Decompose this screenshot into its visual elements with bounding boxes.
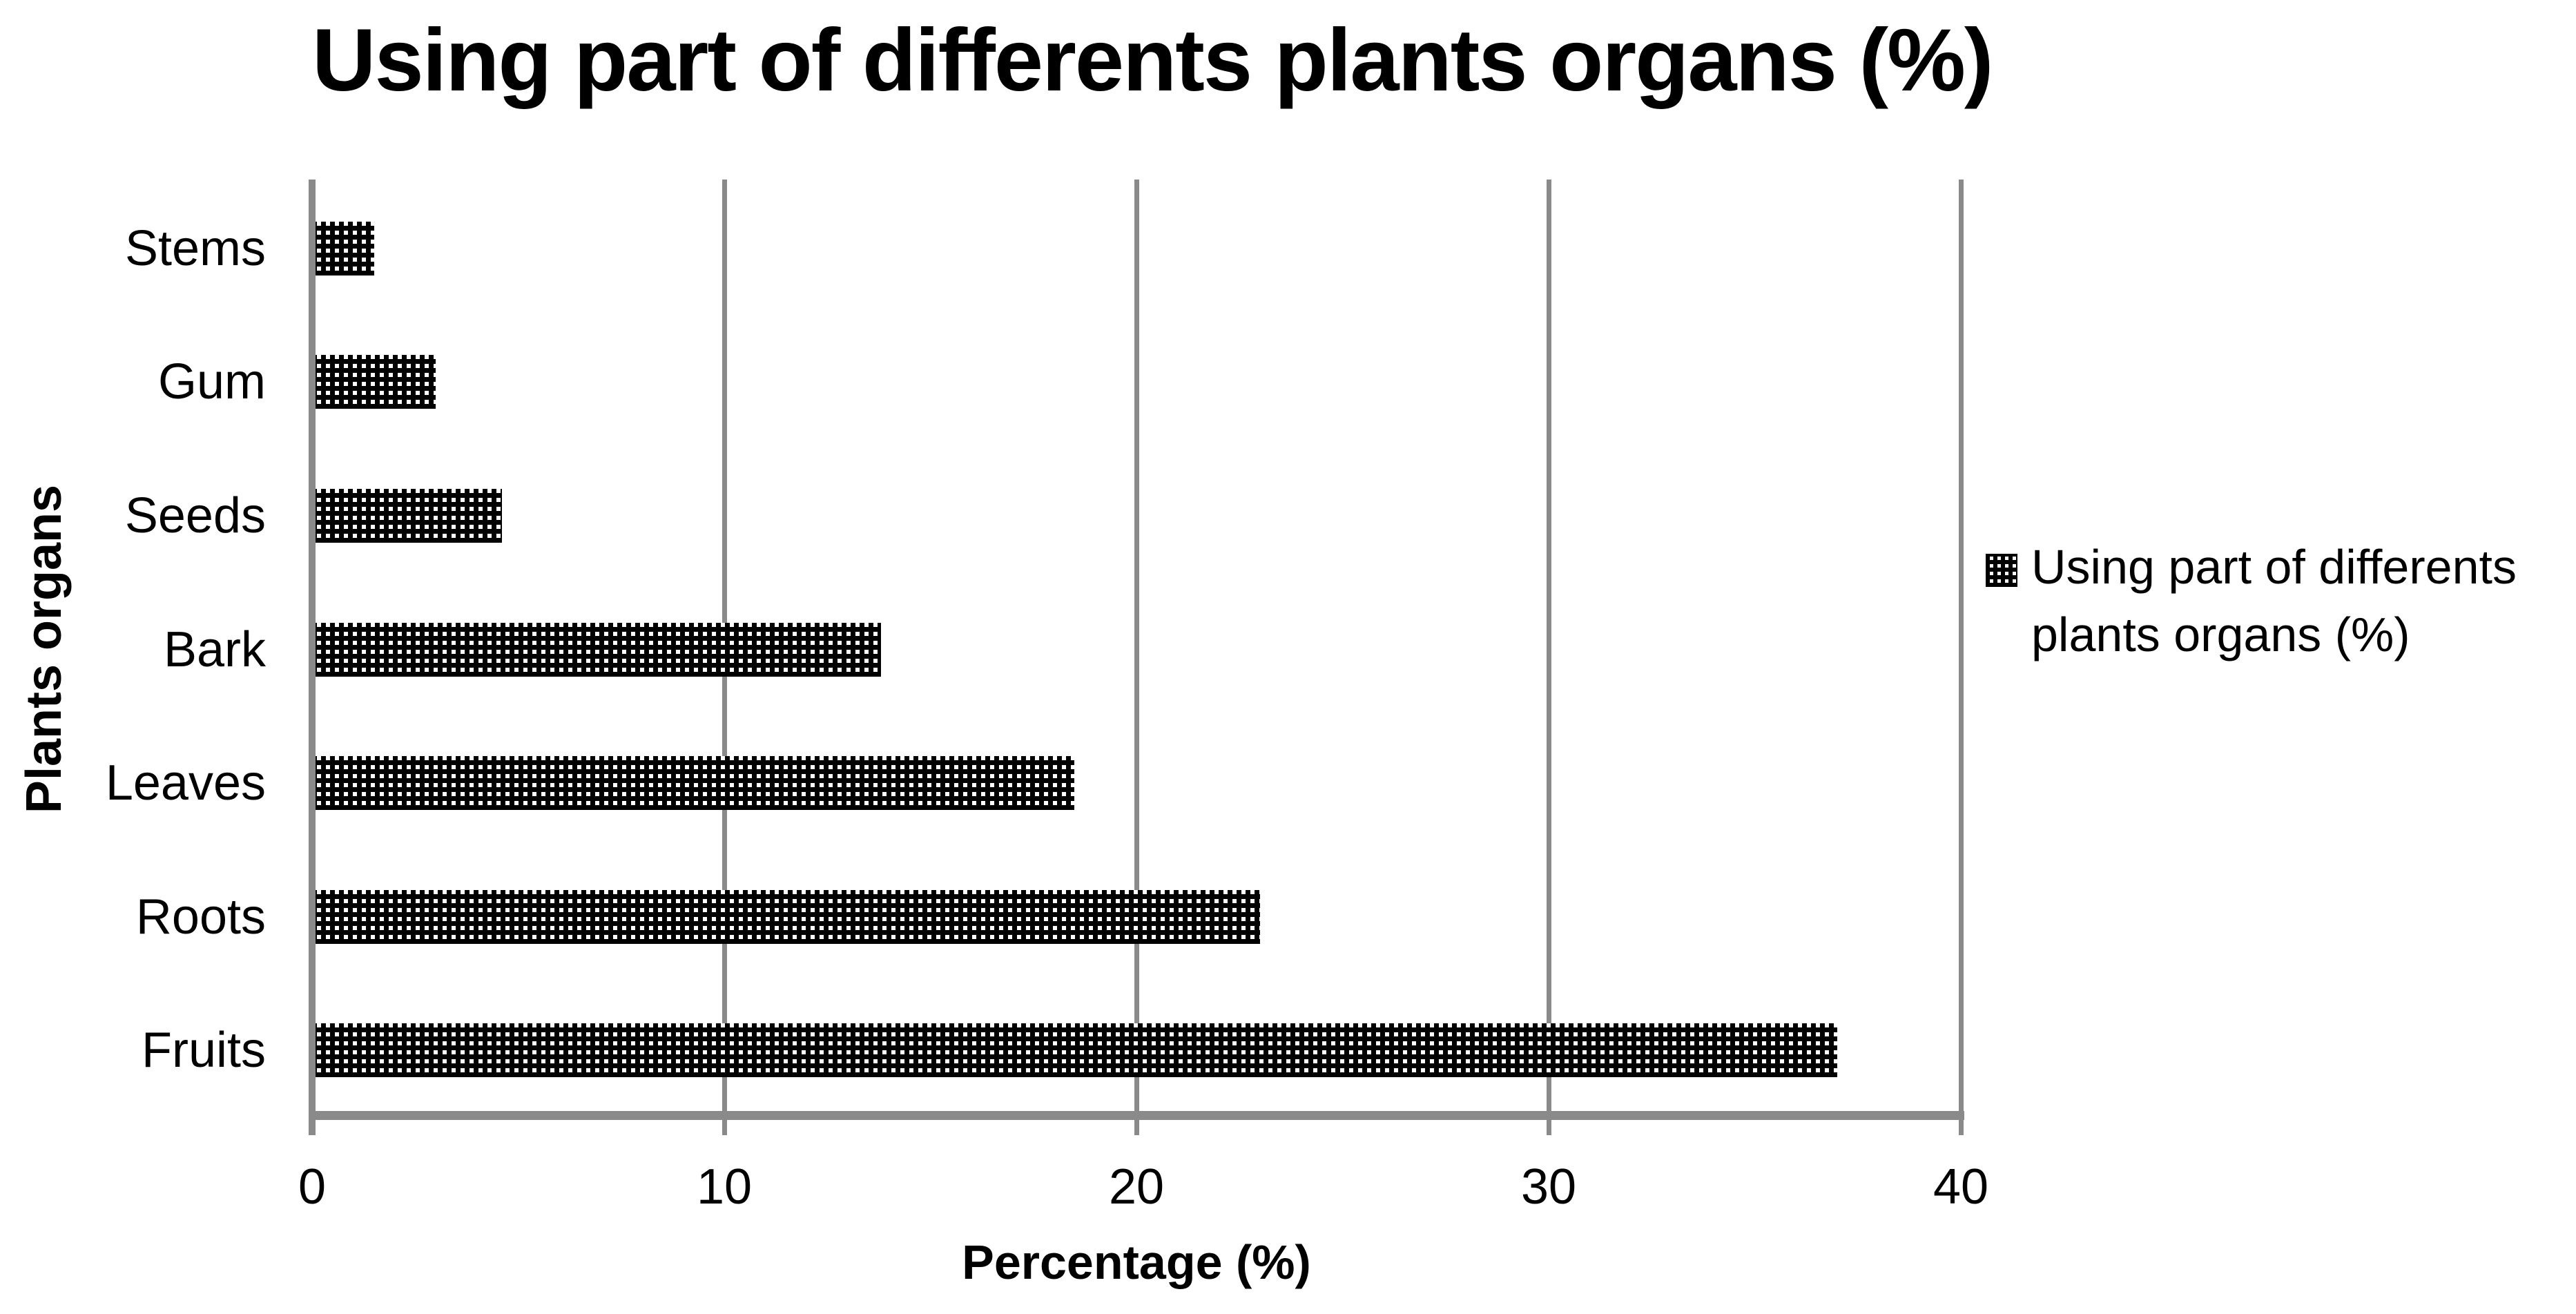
bar-stems [312,221,374,276]
bar-bark [312,622,881,677]
tick-label-10: 10 [696,1159,753,1215]
x-axis-title: Percentage (%) [962,1235,1311,1289]
legend-label: Using part of differents plants organs (%… [2031,533,2517,668]
legend-pattern-swatch [1986,554,2017,587]
category-label-gum: Gum [157,354,266,410]
bar-seeds [312,488,502,543]
legend-label-line: plants organs (%) [2031,608,2410,661]
bar-fruits [312,1023,1837,1078]
bar-roots [312,889,1260,944]
bar-leaves [312,756,1074,811]
tick-label-30: 30 [1520,1159,1577,1215]
category-label-roots: Roots [135,889,266,945]
legend-label-line: Using part of differents [2031,540,2517,594]
gridline-30 [1547,180,1551,1135]
legend: Using part of differents plants organs (%… [1986,533,2576,668]
category-label-leaves: Leaves [105,755,266,811]
bar-gum [312,355,436,409]
gridline-40 [1959,180,1964,1135]
x-axis-line [309,1111,1964,1120]
tick-label-20: 20 [1108,1159,1165,1215]
category-label-seeds: Seeds [124,487,266,543]
tick-label-0: 0 [298,1159,327,1215]
chart-title: Using part of differents plants organs (… [312,11,1994,110]
category-label-fruits: Fruits [142,1023,266,1079]
tick-label-40: 40 [1933,1159,1989,1215]
category-label-bark: Bark [163,621,266,677]
plot-area [309,180,1964,1135]
category-label-stems: Stems [124,220,266,276]
gridline-20 [1134,180,1139,1135]
y-axis-line [309,180,316,1135]
